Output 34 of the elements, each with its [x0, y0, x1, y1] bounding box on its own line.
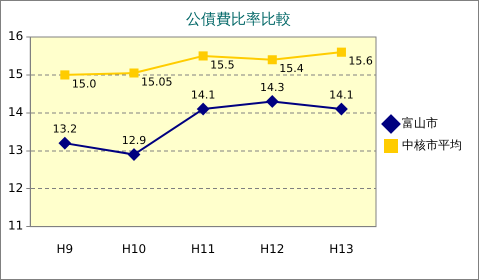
- point: [336, 48, 346, 57]
- data-label: 15.05: [140, 75, 172, 88]
- y-tick-label: 13: [8, 142, 24, 157]
- data-label: 13.2: [52, 122, 78, 136]
- point: [335, 103, 348, 116]
- data-label: 12.9: [122, 134, 146, 147]
- legend-label: 中核市平均: [402, 138, 462, 152]
- y-tick-label: 14: [8, 104, 24, 119]
- point: [128, 148, 140, 161]
- data-label: 14.3: [260, 80, 285, 94]
- y-tick-label: 12: [8, 180, 24, 195]
- point: [268, 55, 277, 64]
- point: [60, 70, 70, 80]
- x-tick-label: H10: [122, 242, 146, 256]
- data-label: 15.4: [279, 62, 304, 76]
- y-tick-label: 16: [8, 29, 24, 44]
- data-label: 15.0: [72, 77, 96, 90]
- point: [198, 51, 208, 60]
- data-label: 14.1: [329, 88, 354, 102]
- chart-title: 公債費比率比較: [186, 10, 291, 28]
- point: [197, 103, 210, 116]
- data-label: 15.6: [348, 54, 373, 68]
- x-tick-label: H9: [56, 242, 74, 256]
- point: [266, 95, 278, 108]
- point: [58, 137, 71, 150]
- x-tick-label: H11: [190, 242, 216, 256]
- x-tick-label: H12: [260, 242, 284, 256]
- x-tick-label: H13: [329, 242, 354, 256]
- data-label: 14.1: [190, 88, 216, 102]
- point: [129, 68, 139, 78]
- legend-label: 富山市: [402, 116, 438, 130]
- data-label: 15.5: [210, 58, 235, 72]
- y-tick-label: 11: [8, 218, 24, 233]
- y-tick-label: 15: [8, 67, 24, 82]
